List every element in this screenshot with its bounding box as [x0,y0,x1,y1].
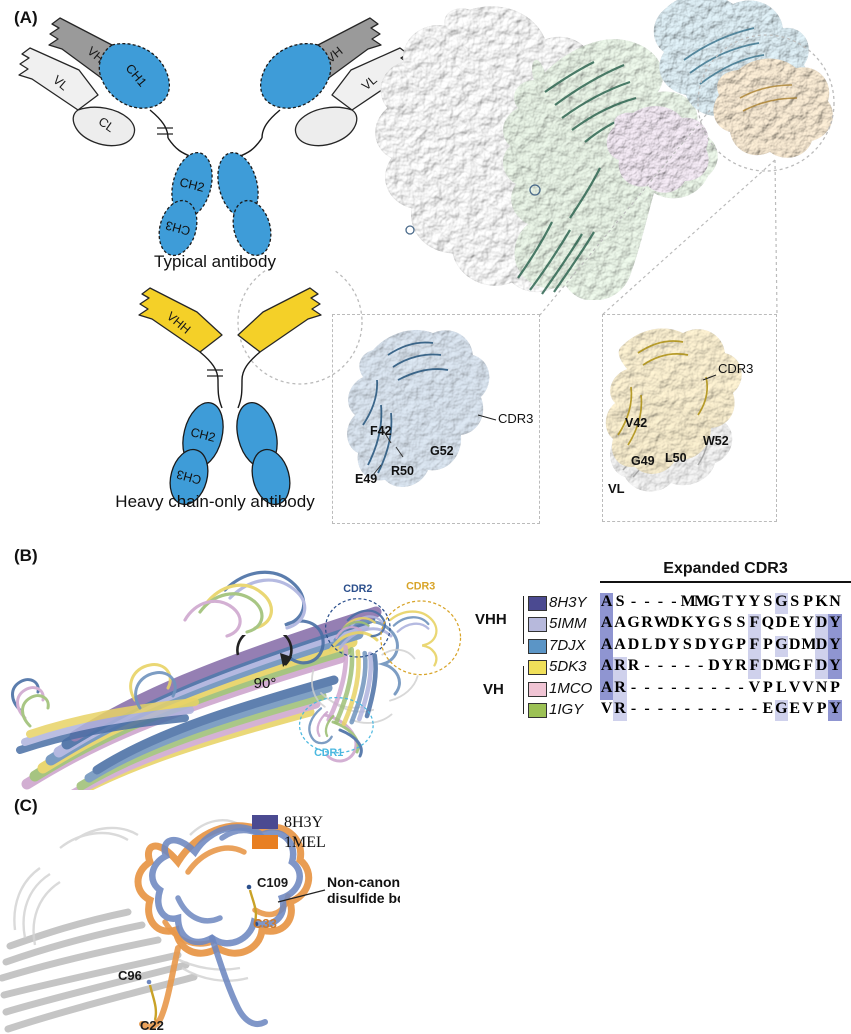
svg-text:C109: C109 [257,875,288,890]
svg-text:VL: VL [608,481,625,496]
svg-text:CDR3: CDR3 [718,361,753,376]
svg-text:1MEL: 1MEL [284,834,326,851]
svg-text:R50: R50 [391,464,414,478]
svg-text:disulfide bond: disulfide bond [327,890,400,906]
svg-text:CDR3: CDR3 [406,581,435,593]
svg-text:G52: G52 [430,444,454,458]
svg-text:CDR2: CDR2 [343,583,372,595]
svg-text:G49: G49 [631,454,655,468]
svg-text:F42: F42 [370,424,392,438]
svg-text:C96: C96 [118,968,142,983]
svg-text:C33: C33 [253,916,277,931]
svg-text:V42: V42 [625,416,647,430]
svg-text:Non-canonical: Non-canonical [327,874,400,890]
svg-text:CDR1: CDR1 [314,747,343,759]
svg-text:L50: L50 [665,451,687,465]
svg-text:W52: W52 [703,434,729,448]
svg-text:CDR3: CDR3 [498,411,533,426]
svg-text:8H3Y: 8H3Y [284,814,324,831]
svg-text:C22: C22 [140,1018,164,1033]
